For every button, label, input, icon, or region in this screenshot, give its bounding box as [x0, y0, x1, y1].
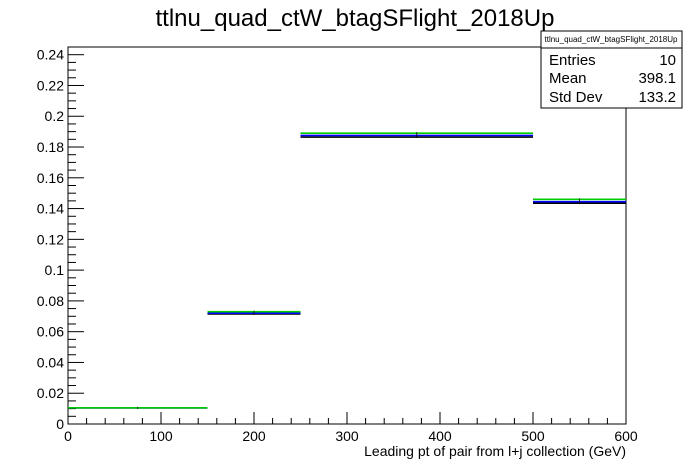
stats-stddev-value: 133.2	[638, 89, 676, 106]
y-tick-label: 0.14	[37, 201, 64, 217]
y-tick-label: 0.08	[37, 293, 64, 309]
x-axis: 0 100 200 300 400 500 600	[64, 412, 638, 444]
y-tick-label: 0.16	[37, 170, 64, 186]
stats-entries-value: 10	[659, 52, 676, 69]
x-tick-label: 500	[521, 428, 545, 444]
y-tick-label: 0.2	[45, 108, 65, 124]
chart-title: ttlnu_quad_ctW_btagSFlight_2018Up	[156, 5, 555, 32]
stats-box-frame	[540, 30, 683, 109]
y-tick-label: 0.1	[45, 262, 65, 278]
stats-mean-value: 398.1	[638, 70, 676, 87]
x-tick-label: 400	[428, 428, 452, 444]
x-tick-label: 100	[149, 428, 173, 444]
y-tick-label: 0.04	[37, 354, 64, 370]
x-tick-label: 600	[614, 428, 638, 444]
stats-entries-label: Entries	[549, 52, 596, 69]
x-axis-label: Leading pt of pair from l+j collection (…	[364, 443, 626, 459]
y-tick-label: 0.24	[37, 47, 64, 63]
stats-mean-label: Mean	[549, 70, 587, 87]
y-tick-label: 0.02	[37, 385, 64, 401]
stats-box: ttlnu_quad_ctW_btagSFlight_2018Up Entrie…	[540, 30, 683, 109]
stats-box-title: ttlnu_quad_ctW_btagSFlight_2018Up	[545, 35, 679, 44]
y-tick-label: 0	[56, 416, 64, 432]
stats-stddev-label: Std Dev	[549, 89, 603, 106]
histogram-series	[68, 132, 626, 409]
y-tick-label: 0.12	[37, 231, 64, 247]
y-tick-label: 0.06	[37, 324, 64, 340]
y-axis: 0 0.02 0.04 0.06 0.08 0.1 0.12 0.14 0.16 0.18 0.2 0…	[37, 46, 84, 432]
y-tick-label: 0.22	[37, 77, 64, 93]
x-tick-label: 0	[64, 428, 72, 444]
x-tick-label: 200	[242, 428, 266, 444]
y-tick-label: 0.18	[37, 139, 64, 155]
x-tick-label: 300	[335, 428, 359, 444]
